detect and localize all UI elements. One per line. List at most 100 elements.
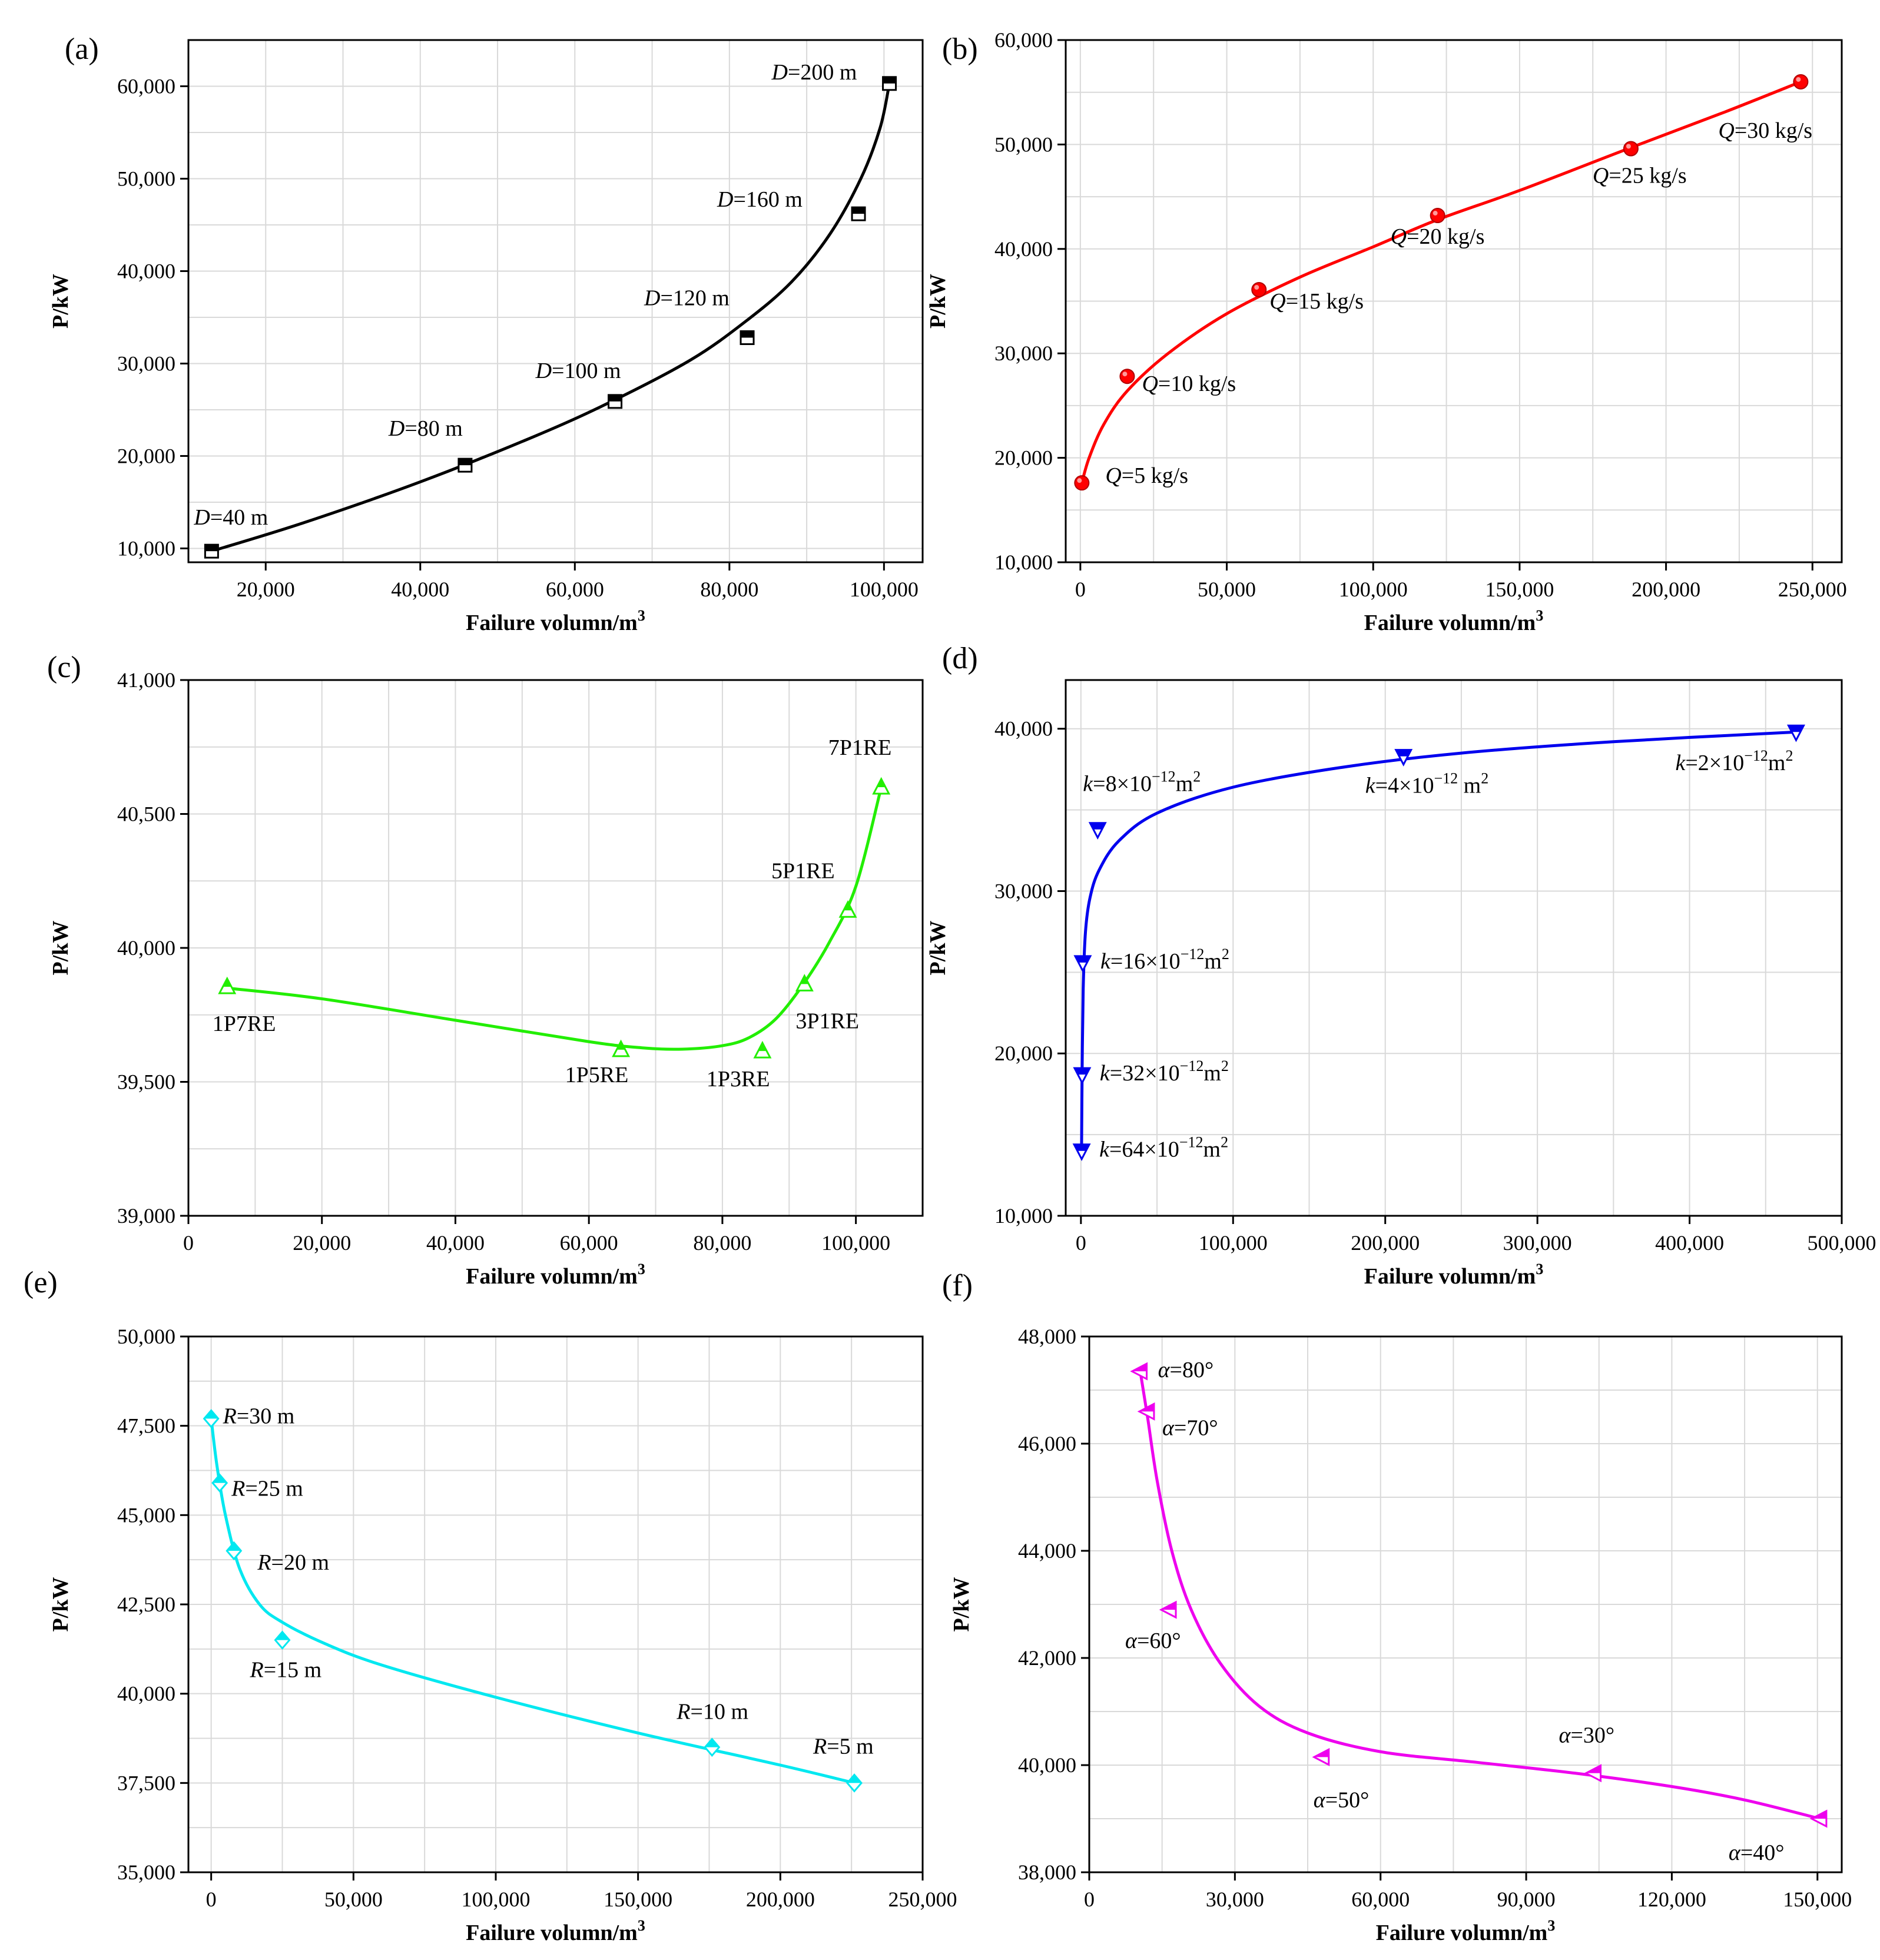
point-label-unit: m bbox=[1203, 1061, 1221, 1086]
data-point-marker-fill bbox=[458, 459, 472, 466]
point-label-variable: Q bbox=[1142, 372, 1158, 396]
point-label-variable: α bbox=[1729, 1840, 1741, 1865]
data-point-marker-fill bbox=[883, 77, 896, 84]
point-label-value: =64×10 bbox=[1109, 1137, 1179, 1162]
plot-frame bbox=[1065, 39, 1843, 563]
x-axis-title-superscript: 3 bbox=[1536, 607, 1543, 624]
x-axis-title-superscript: 3 bbox=[1536, 1261, 1543, 1278]
y-tick-label: 48,000 bbox=[1018, 1325, 1076, 1348]
y-tick-label: 35,000 bbox=[117, 1860, 175, 1884]
data-point-marker-fill bbox=[205, 545, 218, 552]
x-tick-label: 0 bbox=[183, 1231, 194, 1255]
x-tick-label: 250,000 bbox=[1778, 578, 1847, 601]
point-label-value: =200 m bbox=[788, 60, 857, 85]
point-label-value: =50° bbox=[1325, 1787, 1370, 1812]
chart-panel-d: 0 100,000 200,000 300,000 400,000 500,000 10,0… bbox=[926, 642, 1876, 1289]
point-label-variable: α bbox=[1162, 1415, 1175, 1440]
point-label-variable: k bbox=[1083, 772, 1093, 797]
data-point-label: D=160 m bbox=[717, 187, 803, 212]
data-point-label: Q=15 kg/s bbox=[1269, 289, 1364, 314]
x-tick-label: 250,000 bbox=[888, 1888, 957, 1911]
point-label-unit-superscript: 2 bbox=[1221, 1134, 1228, 1151]
x-axis-title-text: Failure volumn/m bbox=[1364, 1264, 1536, 1289]
x-tick-label: 60,000 bbox=[560, 1231, 618, 1255]
point-label-value: =16×10 bbox=[1110, 949, 1181, 974]
x-tick-label: 50,000 bbox=[1198, 578, 1256, 601]
x-tick-label: 200,000 bbox=[1632, 578, 1700, 601]
x-tick-label: 0 bbox=[206, 1888, 217, 1911]
y-tick-label: 40,000 bbox=[1018, 1753, 1076, 1777]
point-label-unit-superscript: 2 bbox=[1193, 768, 1201, 785]
data-point-marker-highlight bbox=[1254, 284, 1259, 290]
point-label-variable: D bbox=[535, 359, 552, 383]
x-axis-title: Failure volumn/m3 bbox=[1376, 1917, 1556, 1945]
x-tick-label: 120,000 bbox=[1637, 1888, 1706, 1911]
point-label-unit: m bbox=[1458, 774, 1481, 798]
y-tick-label: 60,000 bbox=[117, 74, 175, 98]
data-point-marker-highlight bbox=[1077, 478, 1082, 483]
point-label-variable: k bbox=[1365, 774, 1376, 798]
y-tick-label: 50,000 bbox=[117, 1325, 175, 1348]
point-label-variable: Q bbox=[1718, 118, 1734, 143]
data-point-label: α=30° bbox=[1559, 1723, 1614, 1748]
data-point-label: Q=25 kg/s bbox=[1593, 163, 1687, 188]
y-tick-label: 30,000 bbox=[117, 351, 175, 375]
panel-label: (e) bbox=[24, 1266, 58, 1299]
data-point-label: 1P3RE bbox=[707, 1067, 770, 1092]
y-tick-label: 40,000 bbox=[117, 259, 175, 283]
data-point-label: D=200 m bbox=[771, 60, 857, 85]
chart-panel-b: 0 50,000 100,000 150,000 200,000 250,000 10,00… bbox=[926, 28, 1847, 635]
data-point-label: 7P1RE bbox=[828, 735, 892, 760]
fit-curve bbox=[1139, 1371, 1821, 1820]
point-label-value: =30 m bbox=[237, 1404, 295, 1429]
chart-panel-e: 0 50,000 100,000 150,000 200,000 250,000 35,00… bbox=[24, 1266, 957, 1945]
point-label-unit: m bbox=[1204, 949, 1222, 974]
y-tick-label: 39,000 bbox=[117, 1204, 175, 1228]
point-label-text: 1P3RE bbox=[707, 1067, 770, 1092]
data-point-label: D=120 m bbox=[644, 286, 730, 311]
data-point-label: D=100 m bbox=[535, 359, 621, 383]
data-point-marker-fill bbox=[1788, 725, 1804, 732]
point-label-variable: R bbox=[257, 1550, 271, 1575]
point-label-text: 1P5RE bbox=[565, 1063, 629, 1087]
data-point-marker bbox=[1430, 208, 1445, 224]
point-label-variable: α bbox=[1314, 1787, 1326, 1812]
data-point-marker-highlight bbox=[1122, 372, 1128, 377]
data-point-marker-fill bbox=[275, 1631, 290, 1640]
data-point-marker-fill bbox=[758, 1043, 767, 1052]
x-axis-title: Failure volumn/m3 bbox=[466, 1917, 645, 1945]
fit-curve bbox=[227, 787, 883, 1051]
point-label-variable: R bbox=[231, 1477, 245, 1501]
point-label-value: =120 m bbox=[660, 286, 730, 311]
data-point-marker-fill bbox=[1132, 1364, 1147, 1372]
data-point-marker-fill bbox=[213, 1474, 227, 1483]
data-point-label: Q=5 kg/s bbox=[1105, 463, 1188, 488]
data-point-marker-highlight bbox=[1796, 77, 1801, 82]
y-axis-title: P/kW bbox=[926, 921, 950, 976]
point-label-value: =5 m bbox=[827, 1734, 874, 1759]
data-point-label: k=2×10−12m2 bbox=[1675, 747, 1793, 775]
point-label-variable: α bbox=[1125, 1629, 1138, 1653]
data-point-marker-fill bbox=[1395, 749, 1411, 757]
x-tick-label: 100,000 bbox=[821, 1231, 890, 1255]
x-tick-label: 500,000 bbox=[1808, 1231, 1876, 1255]
point-label-variable: R bbox=[223, 1404, 237, 1429]
x-tick-label: 150,000 bbox=[604, 1888, 672, 1911]
point-label-variable: Q bbox=[1593, 163, 1609, 188]
point-label-value: =15 m bbox=[264, 1658, 322, 1683]
chart-panel-f: 0 30,000 60,000 90,000 120,000 150,000 38,000 4… bbox=[942, 1269, 1852, 1945]
data-point-marker bbox=[1119, 369, 1135, 384]
x-axis-title-text: Failure volumn/m bbox=[1376, 1921, 1548, 1945]
data-point-label: R=5 m bbox=[813, 1734, 874, 1759]
data-point-marker bbox=[1251, 281, 1267, 297]
y-tick-label: 50,000 bbox=[994, 132, 1053, 156]
data-point-marker bbox=[1074, 475, 1090, 491]
x-tick-label: 300,000 bbox=[1503, 1231, 1572, 1255]
x-tick-label: 0 bbox=[1075, 578, 1086, 601]
y-tick-label: 41,000 bbox=[117, 668, 175, 692]
fit-curve bbox=[211, 83, 891, 553]
point-label-value: =40° bbox=[1740, 1840, 1785, 1865]
point-label-value: =30° bbox=[1570, 1723, 1614, 1748]
data-point-marker-fill bbox=[1586, 1765, 1601, 1773]
point-label-value: =20 m bbox=[271, 1550, 330, 1575]
